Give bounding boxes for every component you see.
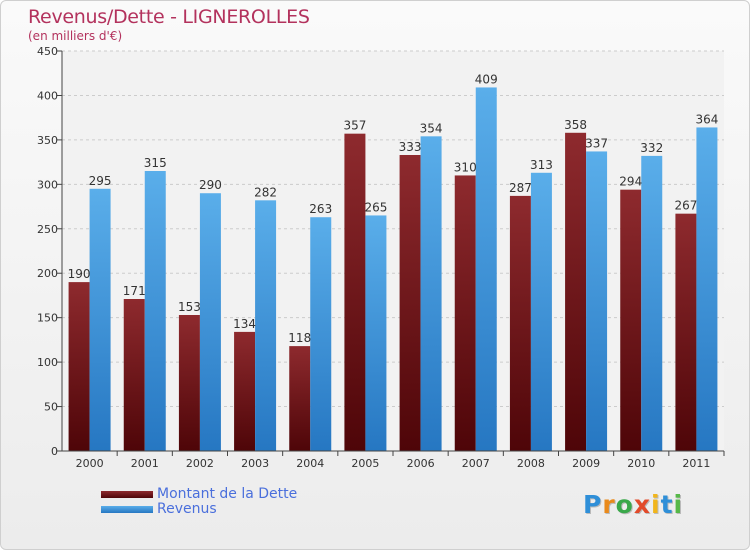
bar-debt: [675, 213, 697, 451]
data-label: 333: [399, 140, 422, 154]
bar-revenus: [144, 171, 166, 451]
bar-debt: [454, 175, 476, 451]
logo-letter: P: [583, 490, 603, 519]
legend-swatch-revenus: [101, 506, 153, 513]
logo-letter: t: [660, 490, 674, 519]
bar-debt: [123, 299, 145, 451]
bar-revenus: [696, 127, 718, 451]
bar-debt: [565, 132, 587, 451]
logo-letter: x: [633, 490, 651, 519]
data-label: 267: [674, 199, 697, 213]
legend-label-debt: Montant de la Dette: [157, 486, 298, 502]
x-tick-label: 2007: [462, 457, 490, 470]
y-tick-label: 400: [37, 89, 58, 102]
data-label: 337: [585, 136, 608, 150]
data-label: 134: [233, 317, 256, 331]
bar-debt: [344, 133, 366, 451]
legend-swatch-debt: [101, 491, 153, 498]
y-tick-label: 350: [37, 134, 58, 147]
data-label: 409: [475, 72, 498, 86]
chart-title: Revenus/Dette - LIGNEROLLES: [28, 6, 310, 28]
data-label: 310: [454, 160, 477, 174]
x-tick-label: 2001: [131, 457, 159, 470]
logo-letter: r: [602, 490, 616, 519]
y-tick-label: 150: [37, 312, 58, 325]
x-tick-label: 2000: [76, 457, 104, 470]
data-label: 315: [144, 156, 167, 170]
bar-revenus: [530, 172, 552, 451]
data-label: 265: [364, 200, 387, 214]
x-tick-label: 2005: [351, 457, 379, 470]
data-label: 294: [619, 175, 642, 189]
data-label: 295: [89, 174, 112, 188]
bar-revenus: [641, 155, 663, 451]
data-label: 354: [420, 121, 443, 135]
bar-revenus: [475, 87, 497, 451]
bar-debt: [68, 282, 90, 451]
y-tick-label: 300: [37, 178, 58, 191]
chart-subtitle: (en milliers d'€): [28, 29, 123, 43]
bar-revenus: [310, 217, 332, 451]
x-tick-label: 2003: [241, 457, 269, 470]
data-label: 153: [178, 300, 201, 314]
legend-label-revenus: Revenus: [157, 501, 217, 517]
bar-revenus: [365, 215, 387, 451]
bar-debt: [289, 346, 311, 451]
plot-area: [62, 51, 724, 451]
data-label: 290: [199, 178, 222, 192]
bar-revenus: [586, 151, 608, 451]
data-label: 118: [288, 331, 311, 345]
bar-debt: [234, 331, 256, 451]
x-tick-label: 2010: [627, 457, 655, 470]
x-tick-label: 2004: [296, 457, 324, 470]
bar-debt: [509, 195, 531, 451]
x-tick-label: 2009: [572, 457, 600, 470]
x-tick-label: 2006: [407, 457, 435, 470]
data-label: 171: [123, 284, 146, 298]
data-label: 313: [530, 158, 553, 172]
data-label: 282: [254, 185, 277, 199]
x-tick-label: 2002: [186, 457, 214, 470]
bar-revenus: [255, 200, 277, 451]
y-tick-label: 250: [37, 223, 58, 236]
logo-letter: i: [673, 490, 684, 519]
data-label: 357: [343, 119, 366, 133]
logo-letter: i: [651, 490, 661, 519]
bar-debt: [178, 315, 200, 451]
data-label: 263: [309, 202, 332, 216]
bar-revenus: [420, 136, 442, 452]
data-label: 287: [509, 181, 532, 195]
bar-debt: [399, 155, 421, 451]
x-tick-label: 2011: [682, 457, 710, 470]
y-tick-label: 0: [51, 445, 58, 458]
proxiti-logo: Proxiti: [583, 490, 683, 519]
data-label: 332: [640, 141, 663, 155]
bar-revenus: [199, 193, 221, 451]
y-tick-label: 100: [37, 356, 58, 369]
bar-debt: [620, 189, 642, 451]
logo-letter: o: [615, 490, 634, 519]
bar-revenus: [89, 188, 111, 451]
data-label: 358: [564, 118, 587, 132]
y-tick-label: 450: [37, 45, 58, 58]
data-label: 190: [68, 267, 91, 281]
data-label: 364: [695, 112, 718, 126]
y-tick-label: 50: [44, 401, 58, 414]
y-tick-label: 200: [37, 267, 58, 280]
x-tick-label: 2008: [517, 457, 545, 470]
